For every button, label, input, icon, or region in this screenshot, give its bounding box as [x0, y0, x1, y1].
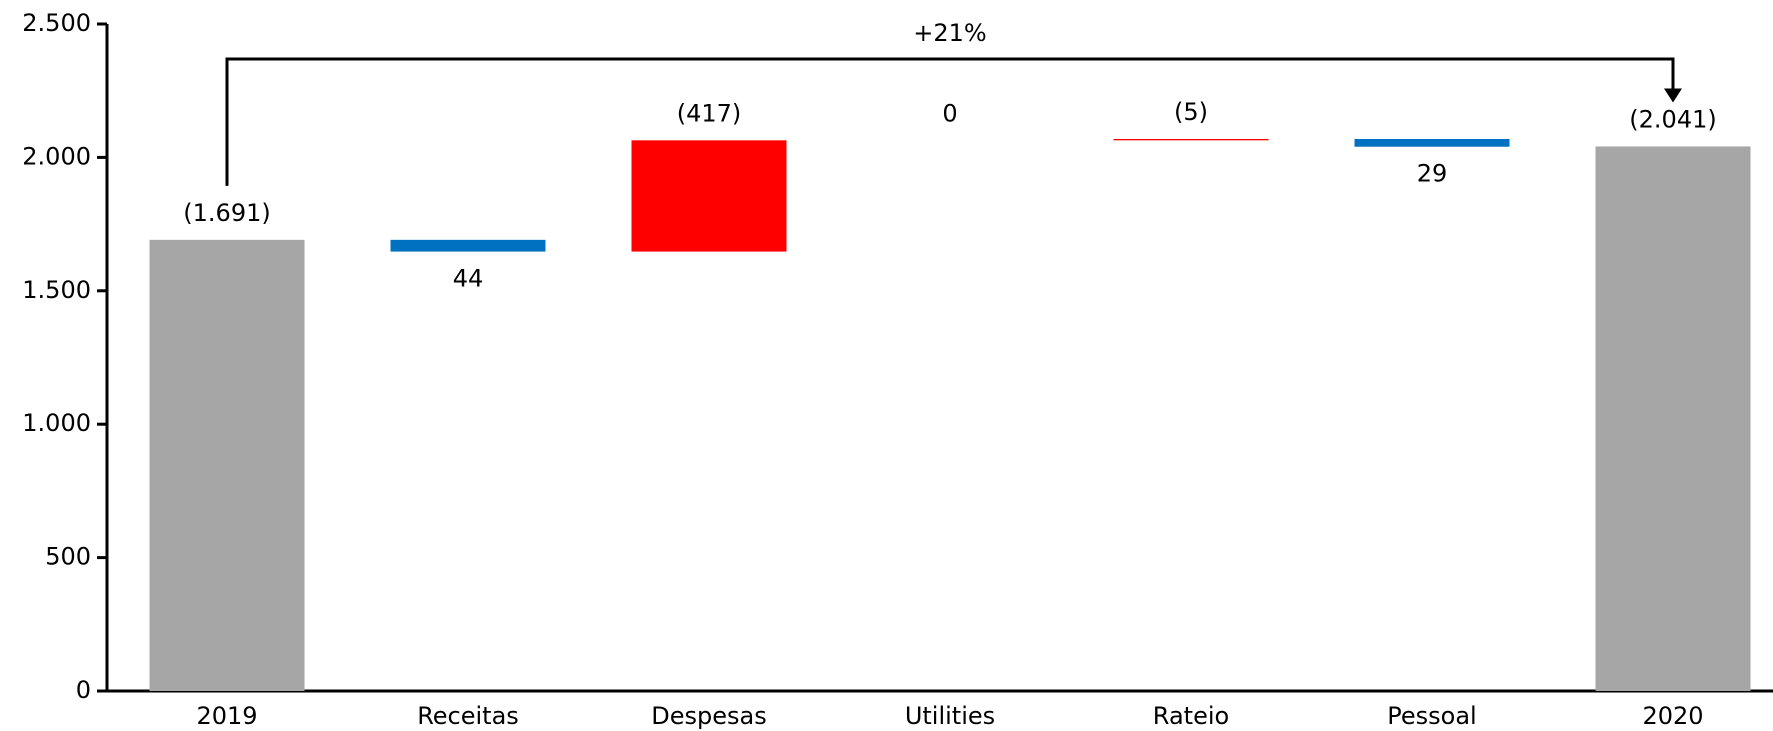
bar	[631, 140, 787, 252]
value-label: 0	[942, 99, 957, 127]
x-tick-label: Despesas	[651, 702, 766, 730]
y-tick-label: 0	[76, 676, 91, 704]
value-label: 44	[453, 265, 484, 293]
y-tick-label: 2.000	[22, 142, 91, 170]
annotation: +21%	[913, 19, 986, 47]
bracket	[225, 57, 1675, 186]
value-label: (1.691)	[183, 199, 270, 227]
y-tick-label: 1.000	[22, 409, 91, 437]
bar	[390, 239, 546, 252]
bar	[1595, 146, 1751, 692]
value-label: (417)	[677, 99, 742, 127]
x-tick-label: Receitas	[417, 702, 519, 730]
x-tick-label: Pessoal	[1387, 702, 1476, 730]
bar	[1354, 138, 1510, 147]
value-label: (2.041)	[1629, 105, 1716, 133]
bar	[1113, 138, 1269, 141]
x-tick-label: 2019	[196, 702, 257, 730]
y-tick-label: 2.500	[22, 9, 91, 37]
y-tick-label: 1.500	[22, 276, 91, 304]
value-label: (5)	[1174, 98, 1208, 126]
y-tick-label: 500	[45, 543, 91, 571]
bar	[149, 239, 305, 692]
x-tick-label: Utilities	[905, 702, 995, 730]
arrow-head	[1664, 88, 1682, 103]
value-label: 29	[1417, 160, 1448, 188]
x-tick-label: Rateio	[1153, 702, 1229, 730]
x-tick-label: 2020	[1642, 702, 1703, 730]
